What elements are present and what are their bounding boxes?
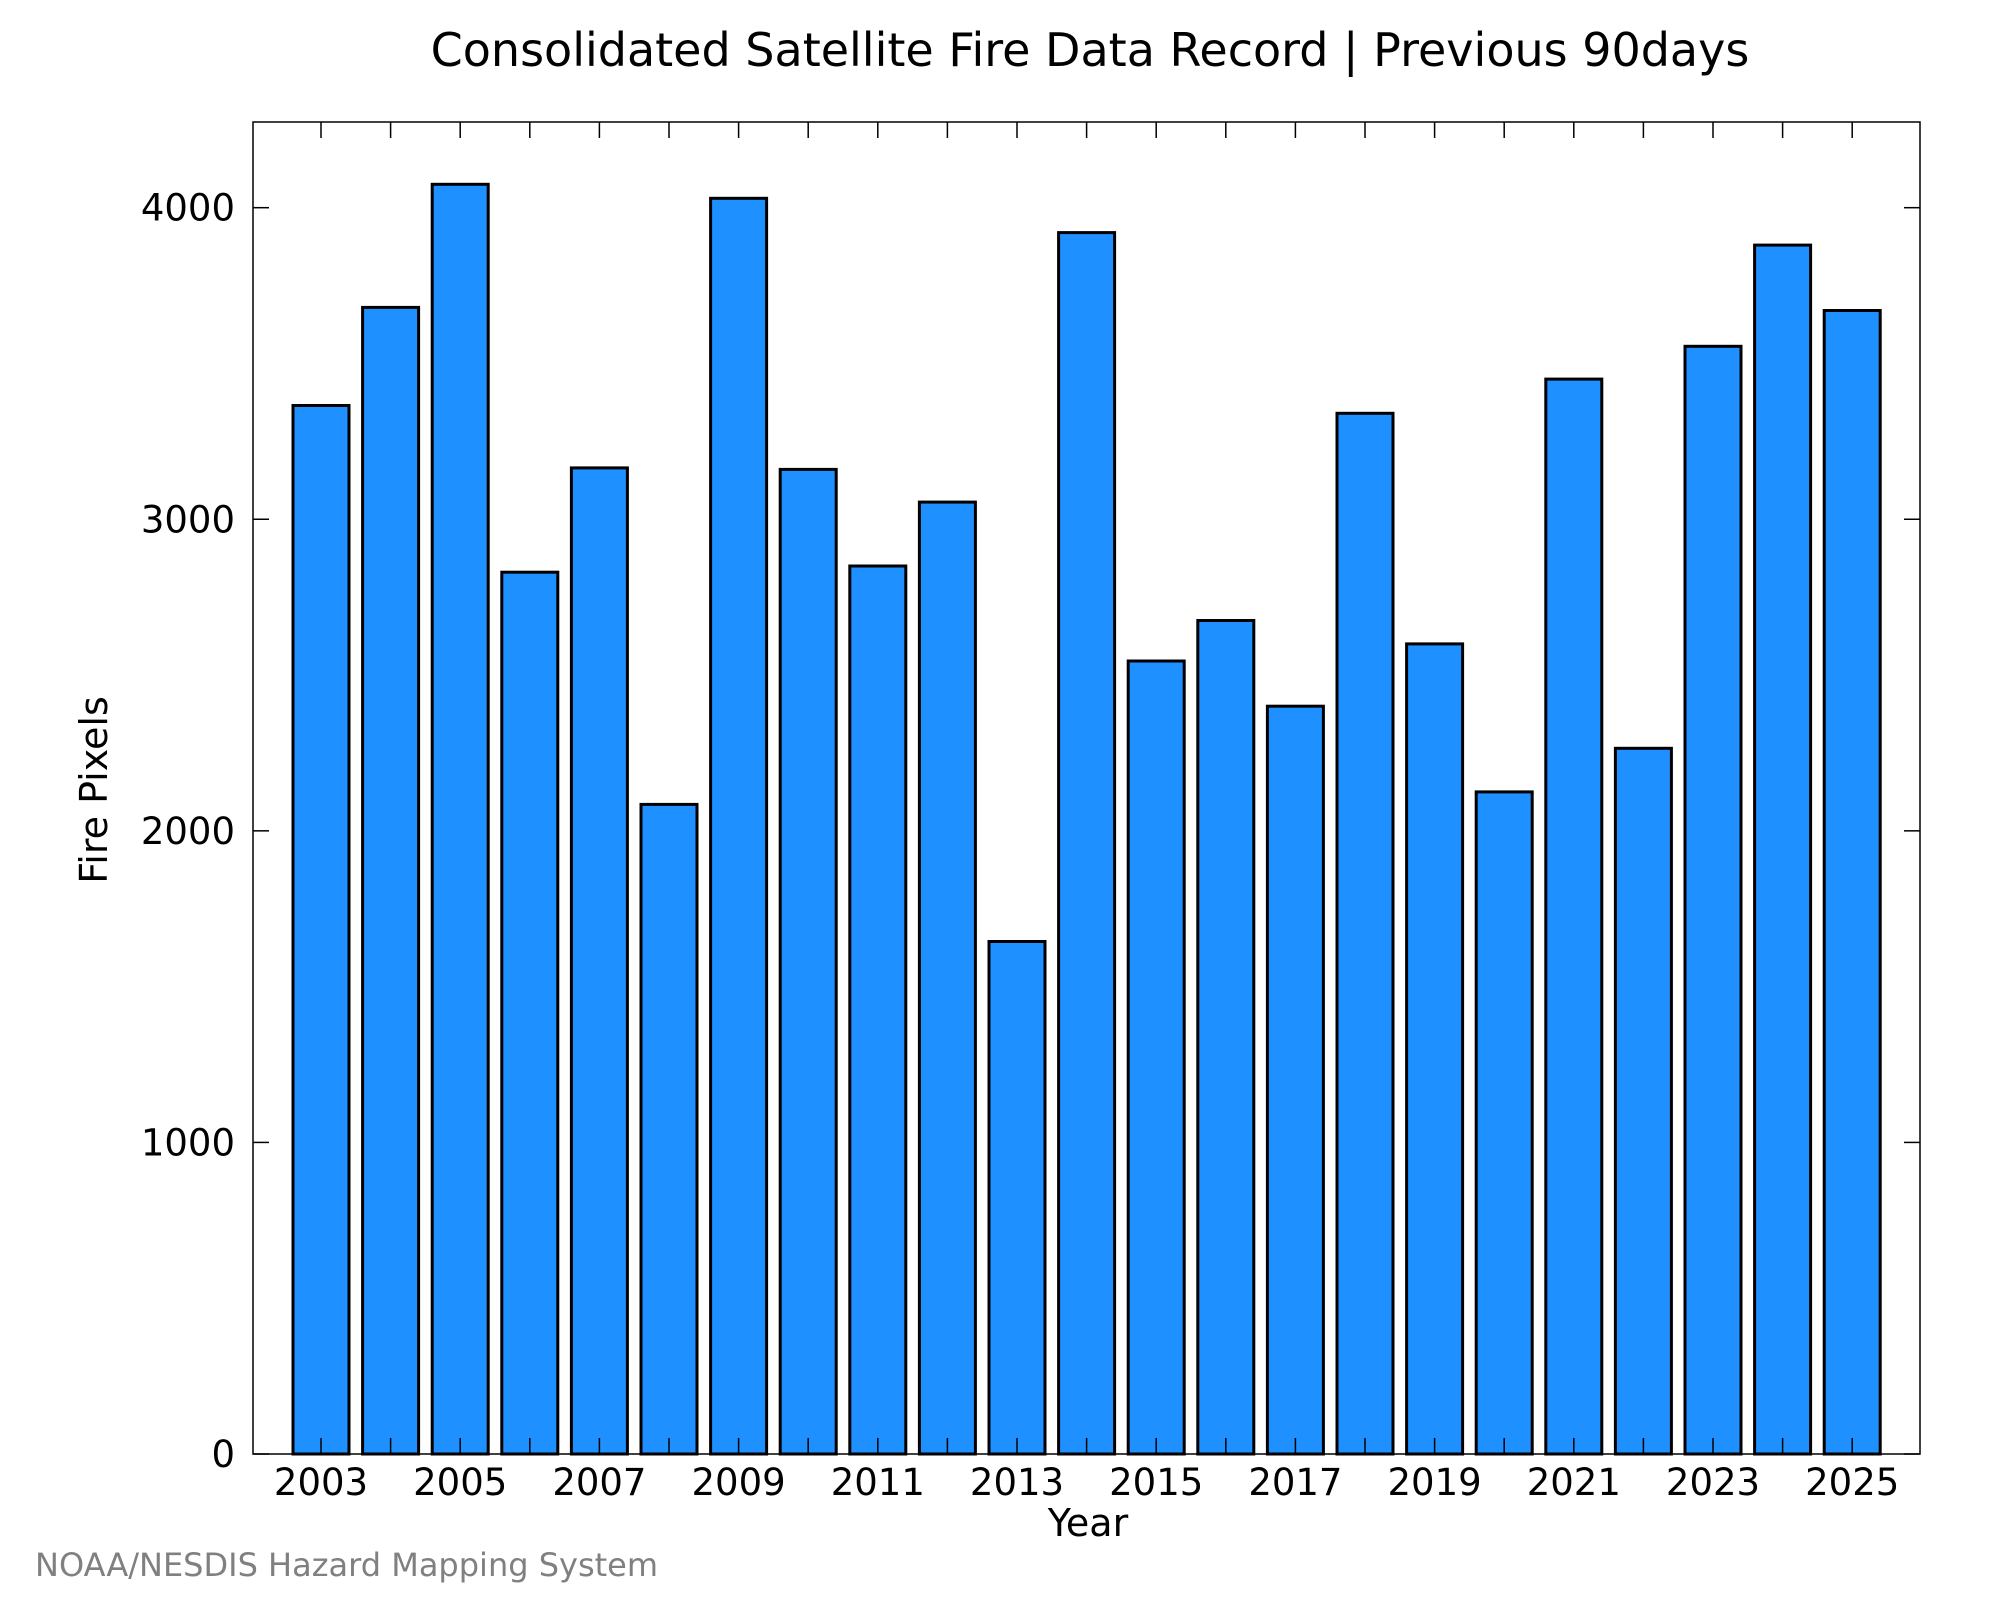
x-tick-labels: 2003 2005 2007 2009 2011 2013 2015 2017 2019 2021… bbox=[274, 1461, 1899, 1504]
x-tick-label: 2007 bbox=[552, 1461, 646, 1504]
y-tick-labels: 0 1000 2000 3000 4000 bbox=[141, 187, 235, 1476]
bar-2004 bbox=[361, 305, 421, 1456]
bar-2022 bbox=[1613, 746, 1673, 1456]
bar-2018 bbox=[1335, 411, 1395, 1456]
bar-2020 bbox=[1474, 790, 1534, 1456]
chart-title: Consolidated Satellite Fire Data Record … bbox=[431, 23, 1750, 78]
y-tick-label: 0 bbox=[211, 1433, 235, 1476]
bar-2021 bbox=[1544, 377, 1604, 1456]
x-tick-label: 2009 bbox=[692, 1461, 786, 1504]
bar-2025 bbox=[1822, 309, 1882, 1456]
y-tick-label: 3000 bbox=[141, 498, 235, 541]
x-tick-label: 2005 bbox=[413, 1461, 507, 1504]
credit-text: NOAA/NESDIS Hazard Mapping System bbox=[35, 1546, 658, 1584]
bar-2006 bbox=[500, 570, 560, 1456]
bar-2024 bbox=[1753, 243, 1813, 1456]
bars-layer bbox=[291, 182, 1882, 1456]
x-tick-label: 2003 bbox=[274, 1461, 368, 1504]
y-tick-label: 2000 bbox=[141, 810, 235, 853]
bar-2014 bbox=[1057, 231, 1117, 1456]
ticks-layer bbox=[253, 122, 1920, 1455]
x-tick-label: 2013 bbox=[970, 1461, 1064, 1504]
x-tick-label: 2011 bbox=[831, 1461, 925, 1504]
x-tick-label: 2015 bbox=[1109, 1461, 1203, 1504]
bar-2011 bbox=[848, 564, 908, 1456]
y-axis-label: Fire Pixels bbox=[72, 696, 116, 884]
x-axis-label: Year bbox=[1047, 1501, 1129, 1545]
bar-2007 bbox=[569, 466, 629, 1456]
bar-2016 bbox=[1196, 619, 1256, 1456]
bar-2023 bbox=[1683, 344, 1743, 1456]
bar-2005 bbox=[430, 182, 490, 1456]
x-tick-label: 2019 bbox=[1388, 1461, 1482, 1504]
bar-2015 bbox=[1126, 659, 1186, 1456]
bar-2009 bbox=[709, 196, 769, 1456]
x-tick-label: 2025 bbox=[1805, 1461, 1899, 1504]
bar-2017 bbox=[1265, 704, 1325, 1456]
bar-2003 bbox=[291, 404, 351, 1456]
plot-frame bbox=[252, 121, 1921, 1455]
bar-2008 bbox=[639, 802, 699, 1456]
x-tick-label: 2017 bbox=[1248, 1461, 1342, 1504]
y-tick-label: 1000 bbox=[141, 1121, 235, 1164]
bar-2010 bbox=[778, 467, 838, 1456]
y-tick-label: 4000 bbox=[141, 187, 235, 230]
x-tick-label: 2023 bbox=[1666, 1461, 1760, 1504]
bar-2012 bbox=[917, 500, 977, 1456]
x-tick-label: 2021 bbox=[1527, 1461, 1621, 1504]
bar-2019 bbox=[1405, 642, 1465, 1456]
bar-2013 bbox=[987, 940, 1047, 1456]
